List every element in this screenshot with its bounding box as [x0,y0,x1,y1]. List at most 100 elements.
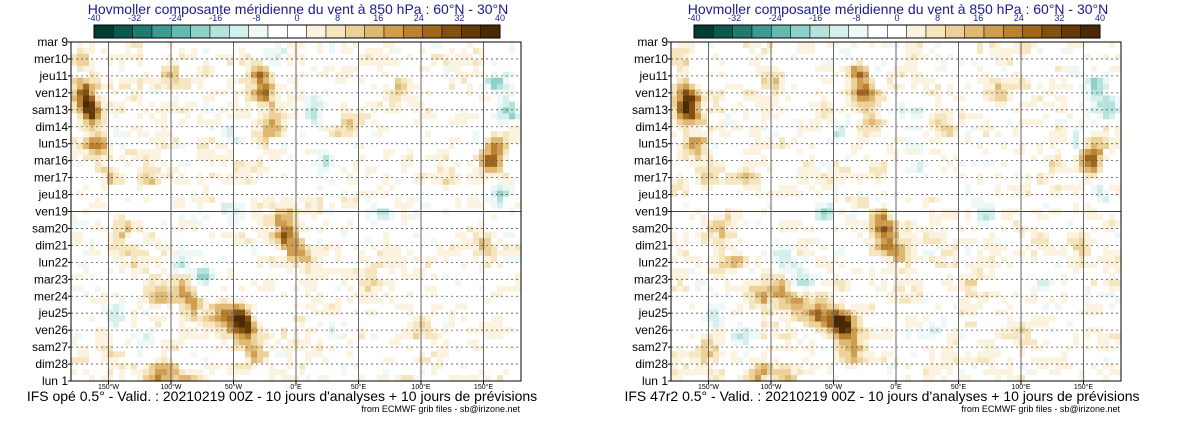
heatmap-cell [197,375,204,382]
heatmap-cell [413,357,420,364]
heatmap-cell [251,113,258,120]
heatmap-cell [725,119,732,126]
heatmap-cell [515,279,522,287]
heatmap-cell [137,262,144,269]
heatmap-cell [695,202,702,210]
heatmap-cell [245,113,252,120]
heatmap-cell [77,351,84,358]
heatmap-cell [155,190,162,198]
heatmap-cell [119,256,126,263]
heatmap-cell [515,220,522,227]
heatmap-cell [131,113,138,120]
heatmap-cell [491,220,498,227]
heatmap-cell [413,327,420,335]
heatmap-cell [209,244,216,251]
heatmap-cell [77,303,84,311]
heatmap-cell [431,262,438,269]
heatmap-cell [215,357,222,364]
heatmap-cell [503,59,510,67]
colorbar-tick-label: -24 [769,13,782,23]
heatmap-cell [449,351,456,358]
heatmap-cell [689,172,696,180]
heatmap-cell [371,262,378,269]
heatmap-cell [677,327,684,335]
heatmap-cell [113,202,120,210]
heatmap-cell [83,166,90,174]
heatmap-cell [431,172,438,180]
heatmap-cell [407,357,414,364]
heatmap-cell [95,137,102,144]
heatmap-cell [299,226,306,233]
heatmap-cell [185,202,192,210]
heatmap-cell [503,345,510,352]
heatmap-cell [311,166,318,174]
heatmap-cell [119,214,126,222]
heatmap-cell [251,351,258,358]
heatmap-cell [161,119,168,126]
heatmap-cell [341,351,348,358]
heatmap-cell [491,42,498,49]
heatmap-cell [449,303,456,311]
heatmap-cell [89,375,96,382]
heatmap-cell [671,42,678,49]
heatmap-cell [215,196,222,204]
heatmap-cell [173,143,180,150]
heatmap-cell [323,137,330,144]
heatmap-cell [407,149,414,156]
heatmap-cell [473,155,480,162]
heatmap-cell [443,83,450,91]
heatmap-cell [353,345,360,352]
heatmap-cell [407,89,414,97]
heatmap-cell [317,220,324,227]
heatmap-cell [317,273,324,281]
heatmap-cell [677,262,684,269]
heatmap-cell [299,77,306,85]
heatmap-cell [227,262,234,269]
heatmap-cell [419,345,426,352]
colorbar-cell-18 [441,24,462,39]
heatmap-cell [515,339,522,346]
heatmap-cell [473,226,480,233]
heatmap-cell [179,59,186,67]
heatmap-cell [707,53,714,61]
heatmap-cell [395,250,402,257]
heatmap-cell [389,119,396,126]
heatmap-cell [341,285,348,293]
heatmap-cell [335,190,342,198]
heatmap-cell [107,321,114,329]
heatmap-cell [479,107,486,114]
heatmap-cell [155,279,162,287]
heatmap-cell [431,363,438,370]
heatmap-cell [263,363,270,370]
chart-credit: from ECMWF grib files - sb@irizone.net [361,404,520,414]
heatmap-cell [353,143,360,150]
heatmap-cell [461,131,468,138]
heatmap-cell [407,315,414,323]
heatmap-cell [695,333,702,340]
heatmap-cell [197,351,204,358]
heatmap-cell [341,262,348,269]
heatmap-cell [107,202,114,210]
heatmap-cell [161,149,168,156]
heatmap-cell [167,47,174,55]
heatmap-cell [467,149,474,156]
heatmap-cell [431,101,438,109]
heatmap-cell [713,113,720,120]
heatmap-cell [263,95,270,103]
heatmap-cell [101,190,108,198]
heatmap-cell [203,125,210,132]
heatmap-cell [341,83,348,91]
heatmap-cell [227,184,234,192]
heatmap-cell [701,166,708,174]
heatmap-cell [461,59,468,67]
heatmap-cell [395,137,402,144]
heatmap-cell [413,42,420,49]
heatmap-cell [155,83,162,91]
heatmap-cell [479,196,486,204]
heatmap-cell [305,351,312,358]
heatmap-cell [317,59,324,67]
heatmap-cell [485,53,492,61]
heatmap-cell [719,268,726,275]
heatmap-cell [371,42,378,49]
heatmap-cell [371,226,378,233]
